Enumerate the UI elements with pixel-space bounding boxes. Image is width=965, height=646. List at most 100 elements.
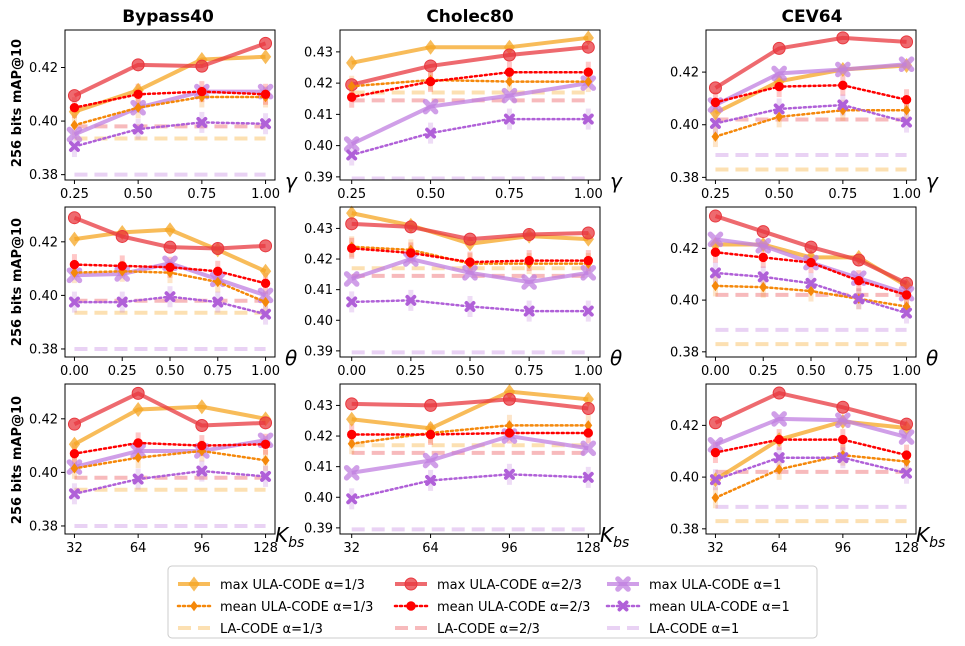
data-point-max [424,398,438,412]
y-tick-label: 0.40 [670,118,699,133]
y-tick-label: 0.43 [304,222,333,237]
data-point-mean [711,131,720,142]
x-tick-label: 0.25 [337,187,366,202]
data-point-max [211,242,225,256]
data-point-max [835,61,851,78]
data-point-max [771,411,787,427]
data-point-mean [524,255,534,266]
data-point-max [502,48,516,62]
x-tick-label: 0.00 [701,364,730,379]
param-label: θ [926,346,938,370]
series-line-mean [350,117,590,157]
x-tick-label: 96 [501,541,518,556]
data-point-mean [260,278,271,289]
legend-item: LA-CODE α=2/3 [395,622,540,637]
data-point-mean [260,89,271,99]
data-point-mean [261,455,270,466]
data-point-max [132,401,144,417]
data-point-mean [837,452,849,464]
data-point-max [345,217,359,231]
data-point-max [708,81,722,95]
y-tick-label: 0.39 [304,344,333,359]
series-line-mean [73,469,267,496]
data-point-mean [901,116,913,128]
x-tick-label: 1.00 [574,187,603,202]
series-line-max [714,62,907,107]
series-line-max [714,416,908,447]
data-point-mean [464,301,476,312]
param-subscript: bs [929,535,945,551]
y-tick-label: 0.38 [29,519,58,534]
legend-item: max ULA-CODE α=1/3 [178,576,365,593]
legend-label: max ULA-CODE α=2/3 [437,578,582,593]
legend-marker [188,576,200,592]
data-point-max [196,399,208,415]
row-ylabel-2: 256 bits mAP@10 [10,218,25,346]
data-point-mean [346,296,358,308]
data-point-mean [901,290,912,300]
chart-panel: 0.38 0.40 0.42 0.25 0.50 0.75 1.00 γ [29,29,298,202]
y-tick-label: 0.42 [670,66,699,81]
x-tick-label: 128 [253,541,278,556]
x-tick-label: 64 [422,541,439,556]
series-line-max [351,45,589,87]
chart-panels: 0.38 0.40 0.42 0.25 0.50 0.75 1.00 γ 0.39 0.40 0.4… [29,29,945,556]
y-tick-label: 0.40 [29,466,58,481]
x-tick-label: 0.50 [456,364,485,379]
data-point-mean [68,296,80,308]
x-tick-label: 64 [130,541,147,556]
data-point-mean [261,296,270,308]
y-tick-label: 0.42 [29,61,58,76]
series-line-mean [714,438,908,457]
series-line-mean [73,90,267,109]
data-point-mean [425,76,436,87]
data-point-max [900,276,914,290]
chart-panel: 0.39 0.40 0.41 0.42 0.43 0.25 0.50 0.75 1.00 γ [304,29,623,202]
series-line-max [351,434,589,475]
x-tick-label: 0.00 [60,364,89,379]
data-point-mean [260,118,272,130]
x-tick-label: 1.00 [892,364,921,379]
data-point-max [772,41,786,55]
column-title-cev64: CEV64 [782,7,843,27]
data-point-max [259,239,273,253]
y-tick-label: 0.42 [304,430,333,445]
data-point-mean [68,141,80,152]
data-point-max [522,228,536,242]
y-tick-label: 0.38 [29,342,58,357]
column-title-cholec80: Cholec80 [426,7,514,27]
series-line-mean [350,424,590,445]
data-point-mean [503,113,515,125]
data-point-mean [584,76,593,87]
data-point-max [345,397,359,411]
x-tick-label: 0.50 [124,187,153,202]
legend-label: mean ULA-CODE α=2/3 [437,600,590,615]
data-point-mean [465,257,475,267]
x-tick-label: 1.00 [892,187,921,202]
data-point-max [404,220,418,234]
data-point-mean [582,471,594,483]
data-point-max [343,136,360,152]
series-line-mean [350,299,590,313]
data-point-max [422,98,439,115]
data-point-mean [260,470,272,482]
data-point-mean [68,488,80,500]
data-point-mean [197,440,207,451]
param-label: θ [610,346,622,370]
series-line-max [350,81,589,146]
legend-item: mean ULA-CODE α=2/3 [393,600,590,615]
data-point-max [163,240,177,254]
data-point-max [346,205,358,221]
data-point-mean [134,452,143,463]
data-point-max [259,36,273,50]
data-point-mean [347,92,357,102]
data-point-mean [582,113,594,125]
plot-frame [705,383,917,535]
data-point-mean [347,438,356,449]
x-tick-label: 0.75 [495,187,524,202]
x-tick-label: 0.75 [187,187,216,202]
y-tick-label: 0.43 [304,45,333,60]
data-point-max [259,49,272,65]
series-line-max [351,35,589,65]
plot-frame [64,383,276,535]
